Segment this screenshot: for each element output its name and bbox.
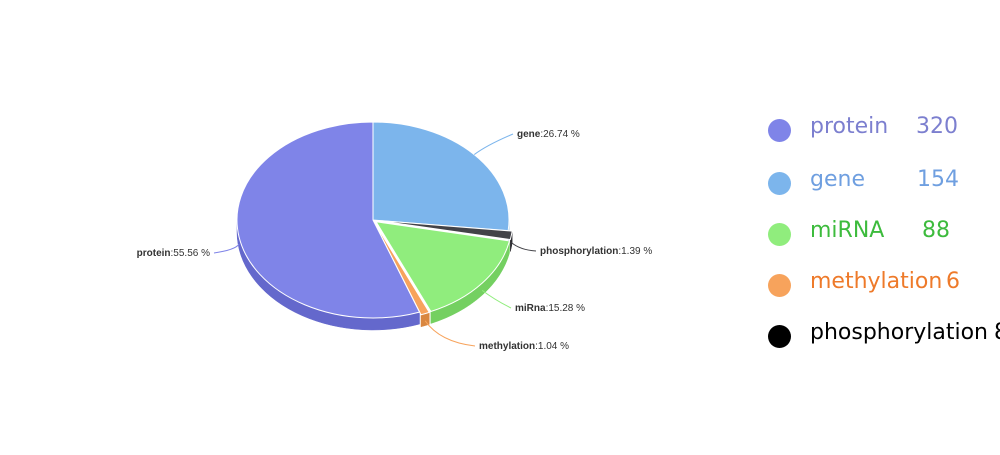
legend-count: 6	[946, 269, 960, 294]
legend-count: 154	[917, 167, 959, 192]
connector-line-gene	[474, 134, 513, 155]
pie-slice-gene[interactable]	[373, 122, 509, 231]
legend-label: protein	[810, 114, 888, 139]
legend-dot-icon	[768, 325, 791, 348]
connector-line-protein	[214, 244, 239, 253]
connector-line-methylation	[425, 321, 475, 346]
slice-label-mirna: miRna:15.28 %	[515, 303, 585, 314]
legend-label: gene	[810, 167, 865, 192]
legend-count: 8	[994, 320, 1000, 345]
legend-label: phosphorylation	[810, 320, 988, 345]
slice-label-phosphorylation: phosphorylation:1.39 %	[540, 246, 652, 257]
legend-label: miRNA	[810, 218, 884, 243]
connector-line-phosphorylation	[511, 243, 536, 251]
legend-count: 88	[922, 218, 950, 243]
slice-label-methylation: methylation:1.04 %	[479, 341, 569, 352]
pie-chart: gene:26.74 % phosphorylation:1.39 % miRna:…	[0, 0, 720, 455]
legend-label: methylation	[810, 269, 942, 294]
pie-chart-svg: gene:26.74 % phosphorylation:1.39 % miRna:…	[0, 0, 720, 455]
legend-dot-icon	[768, 172, 791, 195]
legend: protein 320 gene 154 miRNA 88 methylatio…	[765, 110, 1000, 370]
legend-count: 320	[916, 114, 958, 139]
slice-label-gene: gene:26.74 %	[517, 129, 580, 140]
legend-dot-icon	[768, 274, 791, 297]
legend-dot-icon	[768, 119, 791, 142]
connector-line-mirna	[482, 290, 511, 308]
legend-dot-icon	[768, 223, 791, 246]
slice-label-protein: protein:55.56 %	[137, 248, 210, 259]
